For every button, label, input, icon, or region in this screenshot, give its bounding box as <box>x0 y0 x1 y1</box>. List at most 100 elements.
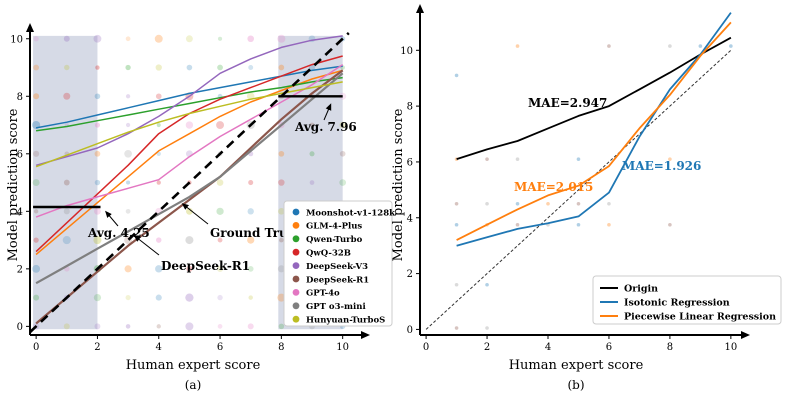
scatter-point <box>485 202 489 206</box>
scatter-point <box>515 44 520 48</box>
scatter-point <box>63 92 71 100</box>
series-line-deepseek-r1 <box>35 69 344 325</box>
scatter-point <box>454 222 459 227</box>
series-line-qwen-turbo <box>35 76 343 132</box>
scatter-point <box>278 207 285 215</box>
legend-a: Moonshot-v1-128k GLM-4-Plus Qwen-Turbo QwQ-… <box>283 200 396 327</box>
y-tick-label-b: 6 <box>407 157 413 168</box>
annotation-arrow-deepseek-r1 <box>133 235 160 256</box>
scatter-point <box>217 294 223 301</box>
y-tick-label-a: 0 <box>17 322 23 333</box>
scatter-point <box>154 34 163 43</box>
scatter-point <box>156 180 161 185</box>
annotation-arrow-ground-truth <box>181 203 209 225</box>
legend-marker-gpt-4o <box>292 289 300 296</box>
scatter-point <box>64 64 70 71</box>
x-tick-label-b: 2 <box>484 342 490 353</box>
scatter-point <box>156 122 161 128</box>
scatter-point <box>454 326 459 330</box>
scatter-point <box>63 179 70 186</box>
scatter-point <box>155 93 162 100</box>
scatter-point <box>546 202 550 206</box>
scatter-point <box>125 122 131 128</box>
scatter-point <box>217 64 223 71</box>
scatter-point <box>216 265 224 272</box>
scatter-point <box>155 294 162 301</box>
scatter-point <box>126 180 131 185</box>
scatter-point <box>186 265 193 272</box>
scatter-point <box>729 44 733 48</box>
scatter-point <box>668 157 672 161</box>
y-axis-label-b: Model prediction score <box>391 108 406 261</box>
y-tick-label-a: 4 <box>17 207 23 218</box>
y-tick-label-b: 4 <box>407 213 413 224</box>
x-tick-label-a: 2 <box>94 342 100 353</box>
scatter-point <box>124 149 132 158</box>
legend-label-hunyuan-turbos: Hunyuan-TurboS <box>306 316 385 326</box>
scatter-point <box>515 222 520 227</box>
x-tick-label-a: 6 <box>217 342 223 353</box>
series-line-hunyuan-turbos <box>35 81 343 168</box>
scatter-point <box>125 36 131 42</box>
annotation-mae-origin: MAE=2.947 <box>528 96 607 110</box>
scatter-point <box>33 237 39 243</box>
scatter-point <box>93 236 102 245</box>
series-line-moonshot-v1-128k <box>35 65 343 129</box>
y-tick-label-a: 2 <box>17 264 23 275</box>
scatter-point <box>454 282 459 287</box>
series-line-deepseek-v3 <box>35 35 343 167</box>
x-tick-label-a: 10 <box>336 342 349 353</box>
legend-label-gpt-4o: GPT-4o <box>306 289 340 299</box>
scatter-point <box>277 293 286 302</box>
scatter-point <box>33 93 40 100</box>
scatter-point <box>124 265 132 273</box>
scatter-point <box>576 222 581 227</box>
scatter-point <box>248 65 254 70</box>
ground-truth-line <box>29 32 350 334</box>
scatter-point <box>185 236 194 245</box>
x-tick-label-b: 10 <box>724 342 737 353</box>
scatter-point <box>217 237 223 243</box>
scatter-point <box>63 323 70 330</box>
legend-marker-hunyuan-turbos <box>292 315 300 323</box>
scatter-point <box>576 157 581 161</box>
scatter-point <box>216 179 224 186</box>
scatter-point <box>485 282 489 287</box>
series-line-piecewise-linear-regression <box>456 21 732 241</box>
legend-b-frame <box>592 275 782 325</box>
scatter-point <box>248 180 254 186</box>
scatter-point <box>277 265 285 273</box>
x-tick-label-b: 6 <box>606 342 612 353</box>
x-tick-label-a: 8 <box>278 342 284 353</box>
scatter-point <box>155 265 163 273</box>
scatter-point <box>454 202 459 206</box>
legend-marker-moonshot-v1-128k <box>292 208 300 216</box>
annotation-ground-truth: Ground Truth <box>210 226 302 240</box>
scatter-point <box>94 122 101 128</box>
legend-b: Origin Isotonic Regression Piecewise Linea… <box>592 275 782 325</box>
annotation-arrow-avg-796 <box>323 103 332 121</box>
scatter-point <box>308 64 316 71</box>
scatter-point <box>698 44 703 48</box>
scatter-point <box>607 222 611 227</box>
scatter-point <box>668 222 672 227</box>
y-tick-label-b: 0 <box>407 325 413 336</box>
scatter-point <box>278 150 285 157</box>
legend-a-frame <box>283 200 393 327</box>
legend-label-isotonic-regression: Isotonic Regression <box>624 298 730 309</box>
scatter-point <box>485 157 489 161</box>
scatter-point <box>309 122 315 128</box>
annotation-avg-796: Avg. 7.96 <box>294 120 357 134</box>
scatter-point <box>185 322 194 331</box>
x-tick-label-a: 0 <box>33 342 39 353</box>
scatter-point <box>309 151 315 157</box>
scatter-point <box>485 326 489 330</box>
scatter-point <box>33 294 40 301</box>
scatter-point <box>668 44 672 48</box>
scatter-point <box>94 93 101 100</box>
scatter-point <box>33 36 39 42</box>
scatter-point <box>454 73 459 78</box>
scatter-point <box>33 150 40 157</box>
legend-label-qwq-32b: QwQ-32B <box>306 249 351 259</box>
caption-b: (b) <box>567 378 584 392</box>
